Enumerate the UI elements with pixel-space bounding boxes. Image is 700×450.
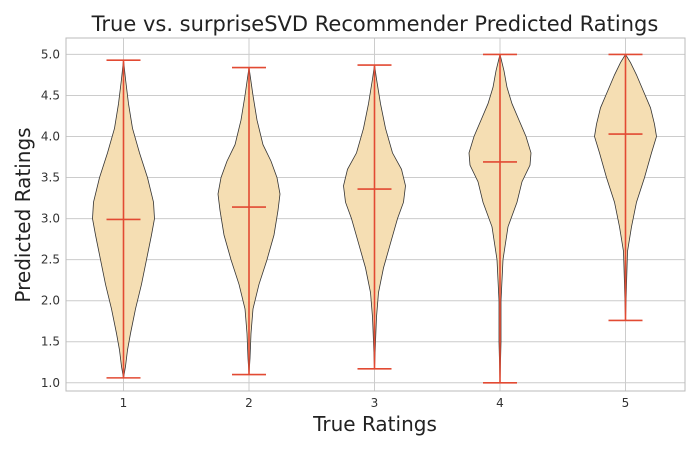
y-axis-label: Predicted Ratings — [11, 127, 35, 302]
violins — [92, 53, 657, 384]
y-tick-labels: 1.0 1.5 2.0 2.5 3.0 3.5 4.0 4.5 5.0 — [41, 47, 60, 389]
y-tick-label: 4.5 — [41, 88, 60, 102]
x-tick-label: 2 — [245, 396, 253, 410]
y-tick-label: 5.0 — [41, 47, 60, 61]
plot-frame — [65, 37, 686, 392]
x-tick-labels: 1 2 3 4 5 — [120, 396, 630, 410]
y-tick-label: 2.5 — [41, 253, 60, 267]
y-tick-label: 4.0 — [41, 130, 60, 144]
chart-title: True vs. surpriseSVD Recommender Predict… — [91, 12, 659, 36]
y-tick-label: 1.0 — [41, 376, 60, 390]
x-tick-label: 1 — [120, 396, 128, 410]
x-tick-label: 3 — [371, 396, 379, 410]
x-axis-label: True Ratings — [312, 412, 437, 436]
x-tick-label: 5 — [622, 396, 630, 410]
x-tick-label: 4 — [496, 396, 504, 410]
y-tick-label: 3.0 — [41, 212, 60, 226]
y-tick-label: 1.5 — [41, 335, 60, 349]
y-tick-label: 3.5 — [41, 171, 60, 185]
y-tick-label: 2.0 — [41, 294, 60, 308]
